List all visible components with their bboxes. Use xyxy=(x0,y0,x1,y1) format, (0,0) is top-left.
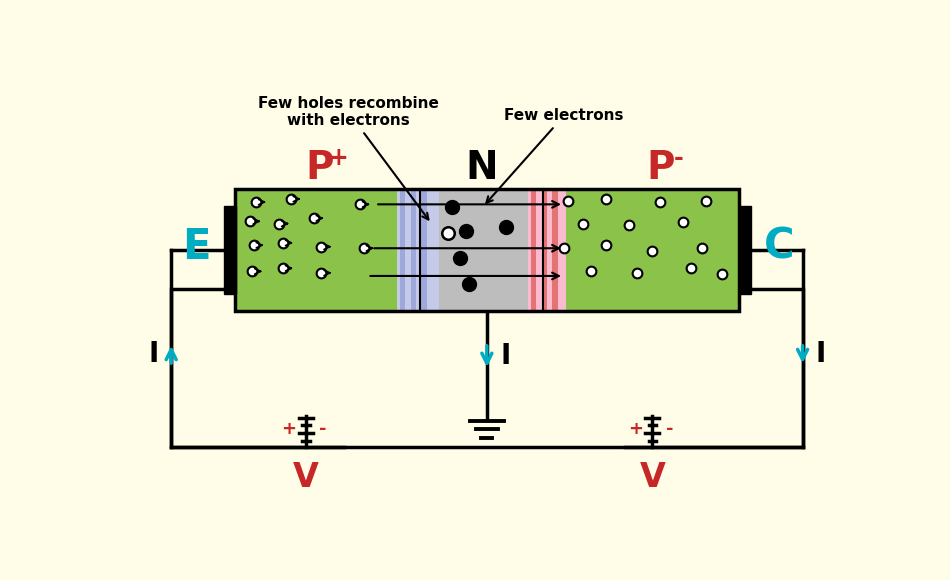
Bar xyxy=(422,189,427,311)
Text: P: P xyxy=(646,149,674,187)
Bar xyxy=(542,189,547,311)
Text: V: V xyxy=(293,461,319,494)
Text: +: + xyxy=(281,420,296,438)
Bar xyxy=(235,189,739,311)
Bar xyxy=(410,189,416,311)
Text: Few holes recombine
with electrons: Few holes recombine with electrons xyxy=(257,96,439,219)
Bar xyxy=(397,189,439,311)
Text: -: - xyxy=(674,146,683,170)
Bar xyxy=(543,189,739,311)
Bar xyxy=(531,189,536,311)
Bar xyxy=(420,189,543,311)
Text: E: E xyxy=(182,226,211,268)
Text: -: - xyxy=(666,420,674,438)
Bar xyxy=(739,206,751,293)
Text: I: I xyxy=(815,340,826,368)
Bar xyxy=(224,206,236,293)
Text: V: V xyxy=(639,461,665,494)
Text: I: I xyxy=(148,340,159,368)
Text: Few electrons: Few electrons xyxy=(486,108,623,203)
Text: P: P xyxy=(306,149,334,187)
Bar xyxy=(235,189,420,311)
Text: +: + xyxy=(628,420,643,438)
Bar xyxy=(400,189,406,311)
Text: C: C xyxy=(764,226,795,268)
Bar xyxy=(171,289,803,447)
Bar xyxy=(527,189,566,311)
Text: N: N xyxy=(466,149,498,187)
Text: -: - xyxy=(319,420,327,438)
Text: I: I xyxy=(501,342,511,370)
Bar xyxy=(552,189,558,311)
Text: +: + xyxy=(329,146,348,170)
